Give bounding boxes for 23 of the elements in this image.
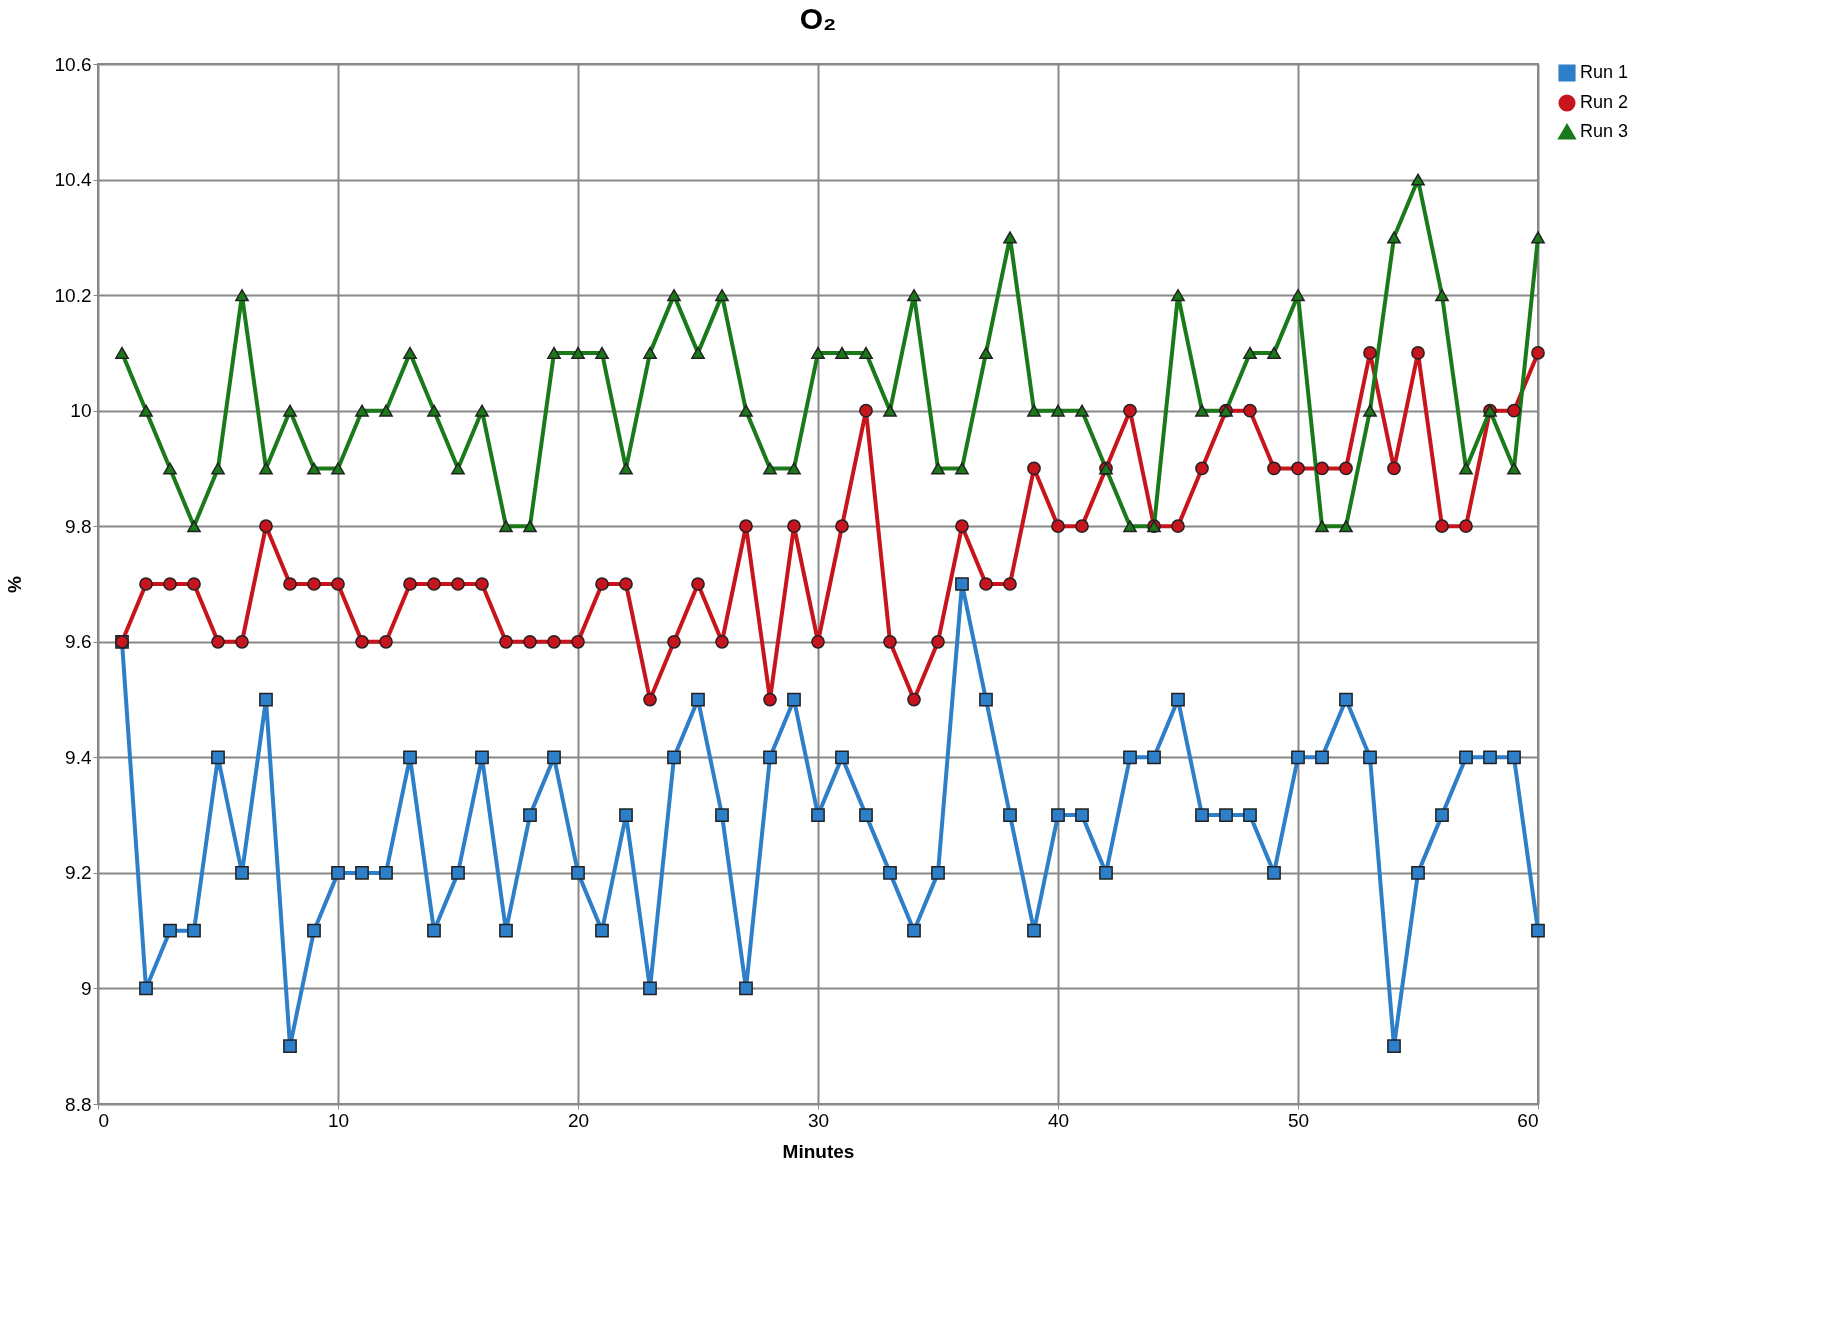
- x-axis-title: Minutes: [782, 1140, 855, 1162]
- x-tick-label: 40: [1047, 1109, 1070, 1131]
- y-tick-label: 10.2: [54, 284, 92, 306]
- y-tick-label: 9.8: [65, 515, 92, 537]
- y-tick-label: 10.4: [54, 169, 92, 191]
- x-tick-label: 50: [1287, 1109, 1310, 1131]
- x-tick-label: 30: [807, 1109, 830, 1131]
- chart-title: O₂: [799, 2, 837, 35]
- legend-label: Run 3: [1580, 121, 1629, 141]
- y-tick-label: 9.4: [65, 746, 92, 768]
- y-tick-label: 10: [70, 400, 92, 422]
- y-tick-label: 9.6: [65, 631, 92, 653]
- y-tick-label: 9: [80, 977, 92, 999]
- legend-label: Run 1: [1580, 62, 1629, 82]
- legend-label: Run 2: [1580, 92, 1629, 112]
- y-tick-label: 8.8: [65, 1093, 92, 1115]
- x-tick-label: 10: [327, 1109, 350, 1131]
- x-tick-label: 0: [98, 1109, 110, 1131]
- y-tick-label: 10.6: [54, 53, 92, 75]
- y-tick-label: 9.2: [65, 862, 92, 884]
- y-axis-title: %: [3, 575, 25, 593]
- x-tick-label: 20: [567, 1109, 590, 1131]
- x-tick-label: 60: [1517, 1109, 1539, 1131]
